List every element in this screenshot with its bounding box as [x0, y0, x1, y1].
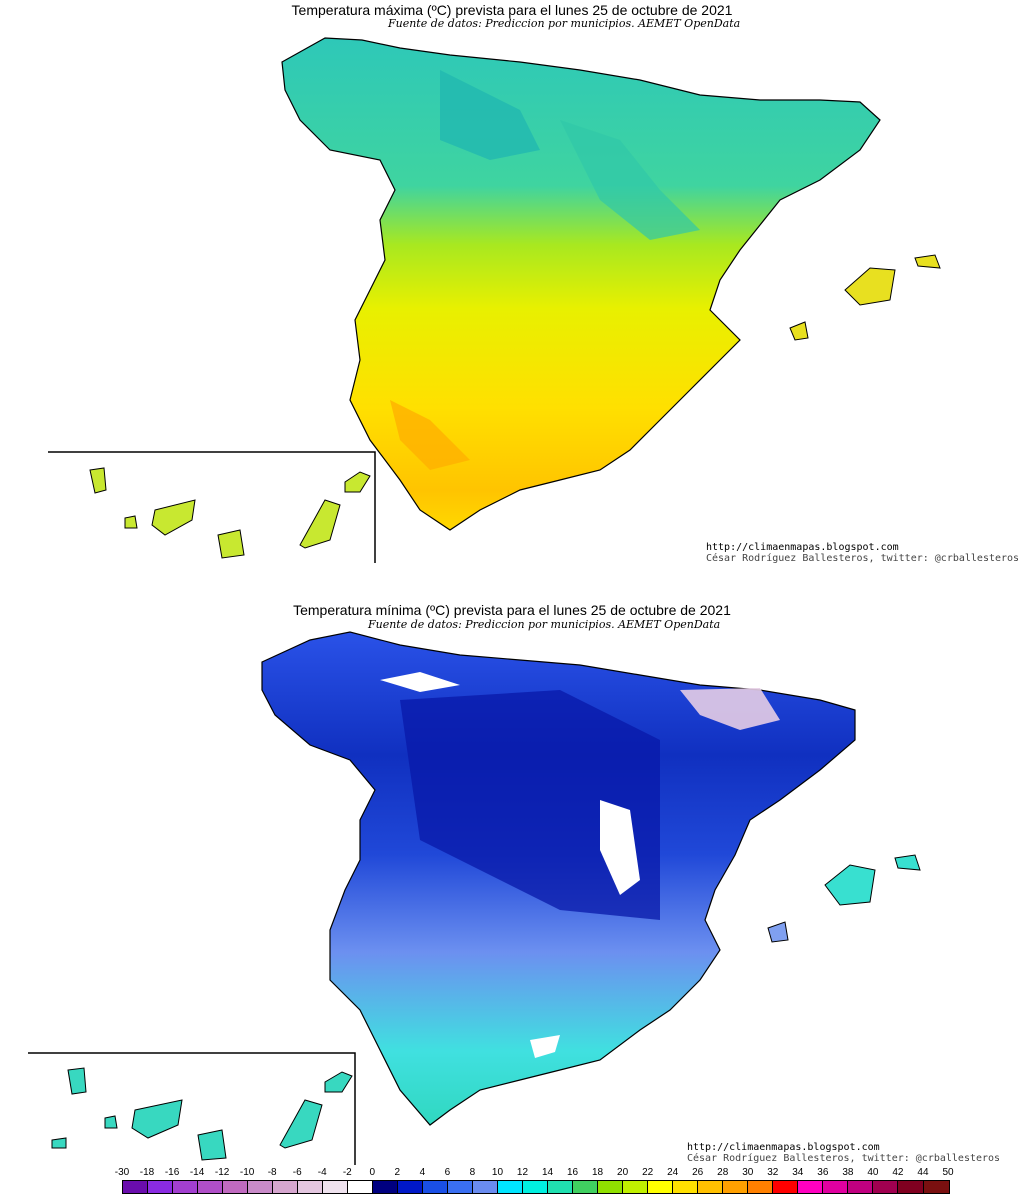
legend-label: 38: [842, 1167, 854, 1178]
legend-swatch: [473, 1181, 499, 1193]
legend-swatch: [898, 1181, 924, 1193]
legend-swatch: [873, 1181, 899, 1193]
canary-islands-min: [51, 1067, 353, 1161]
legend-label: 0: [369, 1167, 376, 1178]
legend-swatch: [248, 1181, 274, 1193]
legend-label: -6: [292, 1167, 302, 1178]
legend-label: 2: [394, 1167, 401, 1178]
scale-swatches: [122, 1180, 950, 1194]
max-credit-author: César Rodríguez Ballesteros, twitter: @c…: [706, 553, 1020, 564]
legend-swatch: [273, 1181, 299, 1193]
legend-swatch: [623, 1181, 649, 1193]
legend-label: 10: [491, 1167, 504, 1178]
legend-swatch: [848, 1181, 874, 1193]
legend-label: 4: [419, 1167, 426, 1178]
legend-swatch: [673, 1181, 699, 1193]
balearic-ibiza-min: [767, 921, 789, 943]
min-temperature-map: [28, 631, 921, 1165]
legend-label: 44: [917, 1167, 929, 1178]
scale-labels: -30 -18 -16 -14 -12 -10 -8 -6 -4 -2 0 2 4 6 8 10 12 14 16 1…: [115, 1167, 954, 1181]
balearic-ibiza: [789, 321, 809, 341]
legend-swatch: [798, 1181, 824, 1193]
legend-label: -8: [267, 1167, 277, 1178]
legend-swatch: [548, 1181, 574, 1193]
legend-swatch: [723, 1181, 749, 1193]
legend-swatch: [823, 1181, 849, 1193]
legend-swatch: [198, 1181, 224, 1193]
legend-swatch: [398, 1181, 424, 1193]
legend-label: 50: [942, 1167, 954, 1178]
legend-label: 8: [469, 1167, 476, 1178]
legend-swatch: [173, 1181, 199, 1193]
min-credit-url: http://climaenmapas.blogspot.com: [687, 1142, 880, 1153]
legend-label: 14: [541, 1167, 554, 1178]
legend-label: 22: [642, 1167, 654, 1178]
max-temp-title: Temperatura máxima (ºC) prevista para el…: [291, 2, 733, 18]
legend-label: 32: [767, 1167, 779, 1178]
legend-label: 28: [717, 1167, 729, 1178]
legend-label: -16: [164, 1167, 180, 1178]
legend-swatch: [373, 1181, 399, 1193]
legend-swatch: [498, 1181, 524, 1193]
legend-swatch: [323, 1181, 349, 1193]
legend-label: 24: [667, 1167, 679, 1178]
temperature-color-scale: -30 -18 -16 -14 -12 -10 -8 -6 -4 -2 0 2 4 6 8 10 12 14 16 1…: [115, 1167, 954, 1197]
balearic-menorca: [914, 254, 941, 269]
legend-swatch: [223, 1181, 249, 1193]
legend-swatch: [348, 1181, 374, 1193]
legend-label: -2: [342, 1167, 352, 1178]
legend-label: -10: [239, 1167, 255, 1178]
legend-label: 26: [692, 1167, 704, 1178]
legend-label: 42: [892, 1167, 904, 1178]
legend-label: 30: [742, 1167, 754, 1178]
balearic-mallorca-min: [824, 864, 876, 906]
max-temperature-map: [48, 37, 941, 563]
legend-swatch: [698, 1181, 724, 1193]
legend-label: -18: [139, 1167, 155, 1178]
legend-swatch: [748, 1181, 774, 1193]
legend-label: -30: [114, 1167, 130, 1178]
legend-label: 34: [792, 1167, 804, 1178]
legend-swatch: [298, 1181, 324, 1193]
min-temp-title: Temperatura mínima (ºC) prevista para el…: [293, 602, 731, 618]
canary-islands: [89, 467, 371, 559]
legend-label: -14: [189, 1167, 205, 1178]
legend-swatch: [773, 1181, 799, 1193]
legend-swatch: [648, 1181, 674, 1193]
min-credit-author: César Rodríguez Ballesteros, twitter: @c…: [687, 1153, 1001, 1164]
legend-label: 6: [444, 1167, 451, 1178]
legend-swatch: [923, 1181, 949, 1193]
legend-label: -12: [214, 1167, 230, 1178]
legend-swatch: [423, 1181, 449, 1193]
legend-swatch: [123, 1181, 149, 1193]
legend-label: 12: [516, 1167, 529, 1178]
min-temp-source: Fuente de datos: Prediccion por municipi…: [368, 618, 721, 631]
legend-swatch: [598, 1181, 624, 1193]
balearic-mallorca: [844, 267, 896, 306]
legend-label: 16: [566, 1167, 579, 1178]
legend-swatch: [523, 1181, 549, 1193]
peninsula-shape: [281, 37, 881, 531]
max-credit-url: http://climaenmapas.blogspot.com: [706, 542, 899, 553]
legend-swatch: [573, 1181, 599, 1193]
legend-label: 20: [617, 1167, 629, 1178]
legend-label: 18: [592, 1167, 604, 1178]
legend-swatch: [148, 1181, 174, 1193]
legend-swatch: [448, 1181, 474, 1193]
legend-label: -4: [317, 1167, 327, 1178]
legend-label: 40: [867, 1167, 879, 1178]
max-temp-source: Fuente de datos: Prediccion por municipi…: [388, 17, 741, 30]
balearic-menorca-min: [894, 854, 921, 871]
legend-label: 36: [817, 1167, 829, 1178]
